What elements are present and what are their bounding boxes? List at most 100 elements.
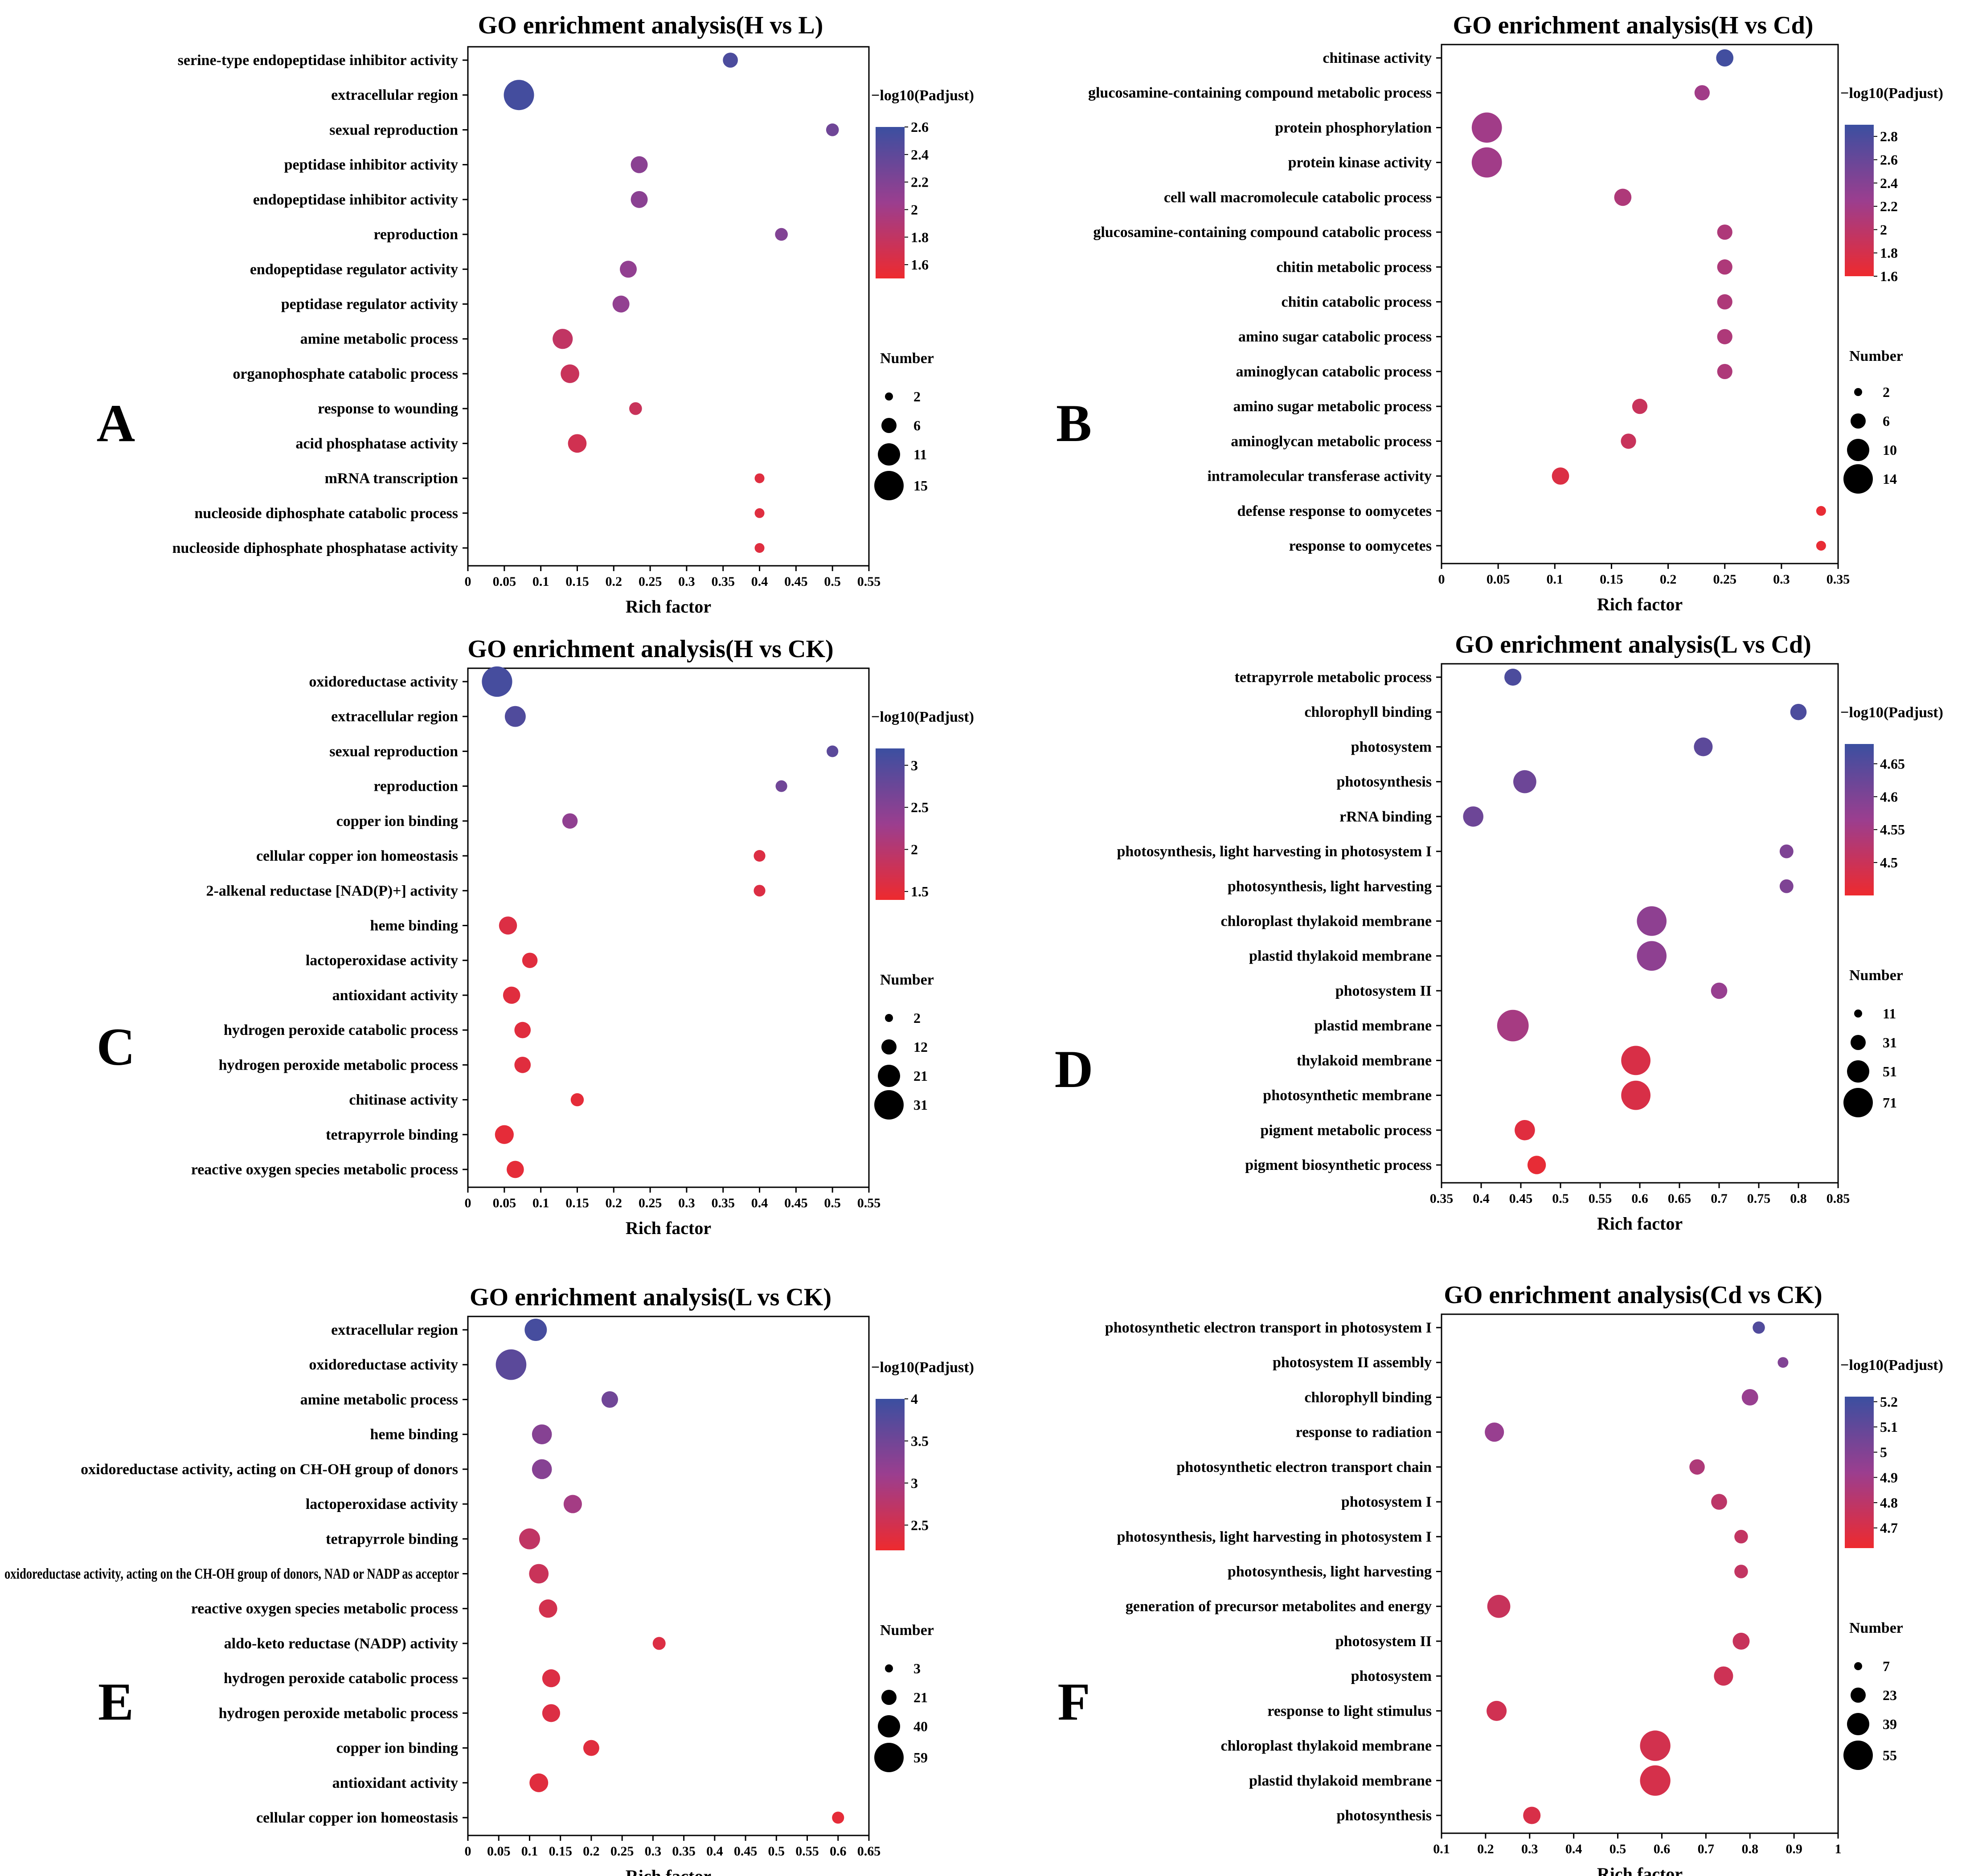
x-tick-label: 0.8 (1741, 1842, 1758, 1856)
panel-e: GO enrichment analysis(L vs CK) 0 0.05 0.1 0… (4, 1283, 974, 1876)
color-scale-bar (876, 1399, 905, 1550)
bubble-point (631, 191, 648, 208)
chart-title: GO enrichment analysis(L vs Cd) (1455, 631, 1811, 658)
size-legend-dot (885, 1014, 893, 1022)
bubble-point (1741, 1389, 1758, 1406)
size-legend-label: 14 (1883, 471, 1897, 487)
x-tick-label: 0.7 (1698, 1842, 1715, 1856)
bubble-point (1523, 1807, 1541, 1824)
x-tick-label: 0.4 (1565, 1842, 1582, 1856)
y-tick-label: rRNA binding (1339, 809, 1432, 825)
color-tick-label: 2 (911, 842, 918, 858)
x-tick-label: 0.2 (1477, 1842, 1494, 1856)
x-tick-label: 0.55 (795, 1844, 819, 1859)
y-tick-label: 2-alkenal reductase [NAD(P)+] activity (206, 883, 458, 899)
color-tick-label: 5.2 (1880, 1394, 1898, 1410)
color-tick-label: 4 (911, 1391, 918, 1407)
y-tick-label: intramolecular transferase activity (1207, 468, 1432, 485)
color-tick-label: 1.5 (911, 883, 929, 899)
y-tick-label: hydrogen peroxide metabolic process (219, 1057, 458, 1073)
x-tick-label: 0.9 (1786, 1842, 1802, 1856)
x-tick-label: 0.55 (857, 1196, 881, 1210)
bubble-point (504, 706, 526, 727)
y-tick-label: amino sugar metabolic process (1233, 398, 1432, 415)
plot-frame (1441, 44, 1839, 564)
color-tick-label: 2.5 (911, 799, 929, 815)
size-legend-label: 21 (913, 1689, 928, 1705)
size-legend-label: 31 (1883, 1034, 1897, 1050)
y-tick-label: plastid thylakoid membrane (1249, 948, 1432, 965)
x-tick-label: 0 (465, 1844, 471, 1859)
bubble-point (1515, 1120, 1535, 1140)
bubble-point (524, 1319, 547, 1341)
y-tick-label: plastid thylakoid membrane (1249, 1773, 1432, 1789)
x-tick-label: 0.55 (1589, 1191, 1612, 1206)
y-tick-label: amine metabolic process (300, 1391, 458, 1408)
size-legend-title: Number (1849, 967, 1903, 984)
y-tick-label: reactive oxygen species metabolic proces… (191, 1601, 458, 1617)
size-legend-dot (1843, 1741, 1873, 1770)
bubble-point (1621, 433, 1636, 449)
x-tick-label: 0.75 (1747, 1191, 1771, 1206)
x-tick-label: 0.65 (1668, 1191, 1691, 1206)
y-tick-label: extracellular region (331, 87, 458, 103)
bubble-point (1790, 703, 1807, 720)
color-tick-label: 2 (911, 201, 918, 217)
bubble-point (563, 1495, 582, 1513)
color-tick-label: 4.8 (1880, 1495, 1898, 1511)
x-tick-label: 0.1 (532, 574, 549, 589)
x-tick-label: 0.3 (1773, 572, 1790, 587)
bubble-point (1621, 1080, 1650, 1110)
color-tick-label: 1.8 (911, 229, 929, 245)
x-tick-label: 0.35 (1827, 572, 1850, 587)
bubble-point (1694, 737, 1713, 756)
x-tick-label: 0.4 (1473, 1191, 1490, 1206)
bubble-point (754, 850, 766, 862)
bubble-point (583, 1740, 599, 1756)
x-tick-label: 0 (465, 1196, 471, 1210)
size-legend-label: 71 (1883, 1095, 1897, 1111)
y-tick-label: copper ion binding (336, 813, 458, 830)
color-legend-title: −log10(Padjust) (871, 709, 974, 725)
x-tick-label: 0.45 (784, 574, 808, 589)
x-tick-label: 0.1 (532, 1196, 549, 1210)
bubble-point (1640, 1765, 1671, 1796)
bubble-point (496, 1349, 527, 1380)
color-legend-title: −log10(Padjust) (1840, 85, 1943, 102)
y-tick-label: aldo-keto reductase (NADP) activity (224, 1635, 458, 1652)
x-tick-label: 0.6 (1654, 1842, 1671, 1856)
chart-title: GO enrichment analysis(H vs CK) (467, 635, 833, 663)
bubble-point (1694, 85, 1710, 101)
x-tick-label: 0.5 (768, 1844, 785, 1859)
color-tick-label: 2.2 (1880, 198, 1898, 214)
bubble-point (1716, 49, 1734, 67)
y-tick-label: peptidase inhibitor activity (284, 157, 458, 173)
y-tick-label: photosynthesis (1336, 774, 1432, 790)
y-tick-label: chlorophyll binding (1304, 1389, 1432, 1406)
chart-title: GO enrichment analysis(H vs Cd) (1453, 12, 1814, 39)
bubble-point (1637, 941, 1667, 971)
bubble-point (514, 1057, 531, 1073)
size-legend-dot (1843, 1088, 1873, 1117)
x-tick-label: 0.2 (1660, 572, 1677, 587)
bubble-point (1621, 1046, 1650, 1075)
color-tick-label: 2.2 (911, 174, 929, 190)
bubble-point (561, 364, 579, 383)
size-legend-dot (1854, 1010, 1862, 1018)
x-axis-label: Rich factor (1597, 594, 1683, 614)
bubble-point (1816, 541, 1826, 551)
x-axis-label: Rich factor (626, 1218, 711, 1238)
x-tick-label: 0.2 (606, 574, 623, 589)
y-tick-label: photosystem II (1335, 983, 1432, 999)
size-legend-label: 6 (1883, 413, 1890, 429)
panel-c: GO enrichment analysis(H vs CK) 0 0.05 0.1 0… (97, 635, 974, 1238)
bubble-point (542, 1669, 561, 1688)
x-tick-label: 0.25 (1713, 572, 1736, 587)
x-tick-label: 0.4 (706, 1844, 723, 1859)
size-legend-dot (881, 1039, 897, 1054)
size-legend-title: Number (1849, 348, 1903, 364)
y-tick-label: photosynthesis, light harvesting (1228, 878, 1432, 895)
panel-b: GO enrichment analysis(H vs Cd) 0 0.05 0.1 0… (1056, 12, 1943, 614)
y-tick-label: mRNA transcription (325, 470, 458, 487)
